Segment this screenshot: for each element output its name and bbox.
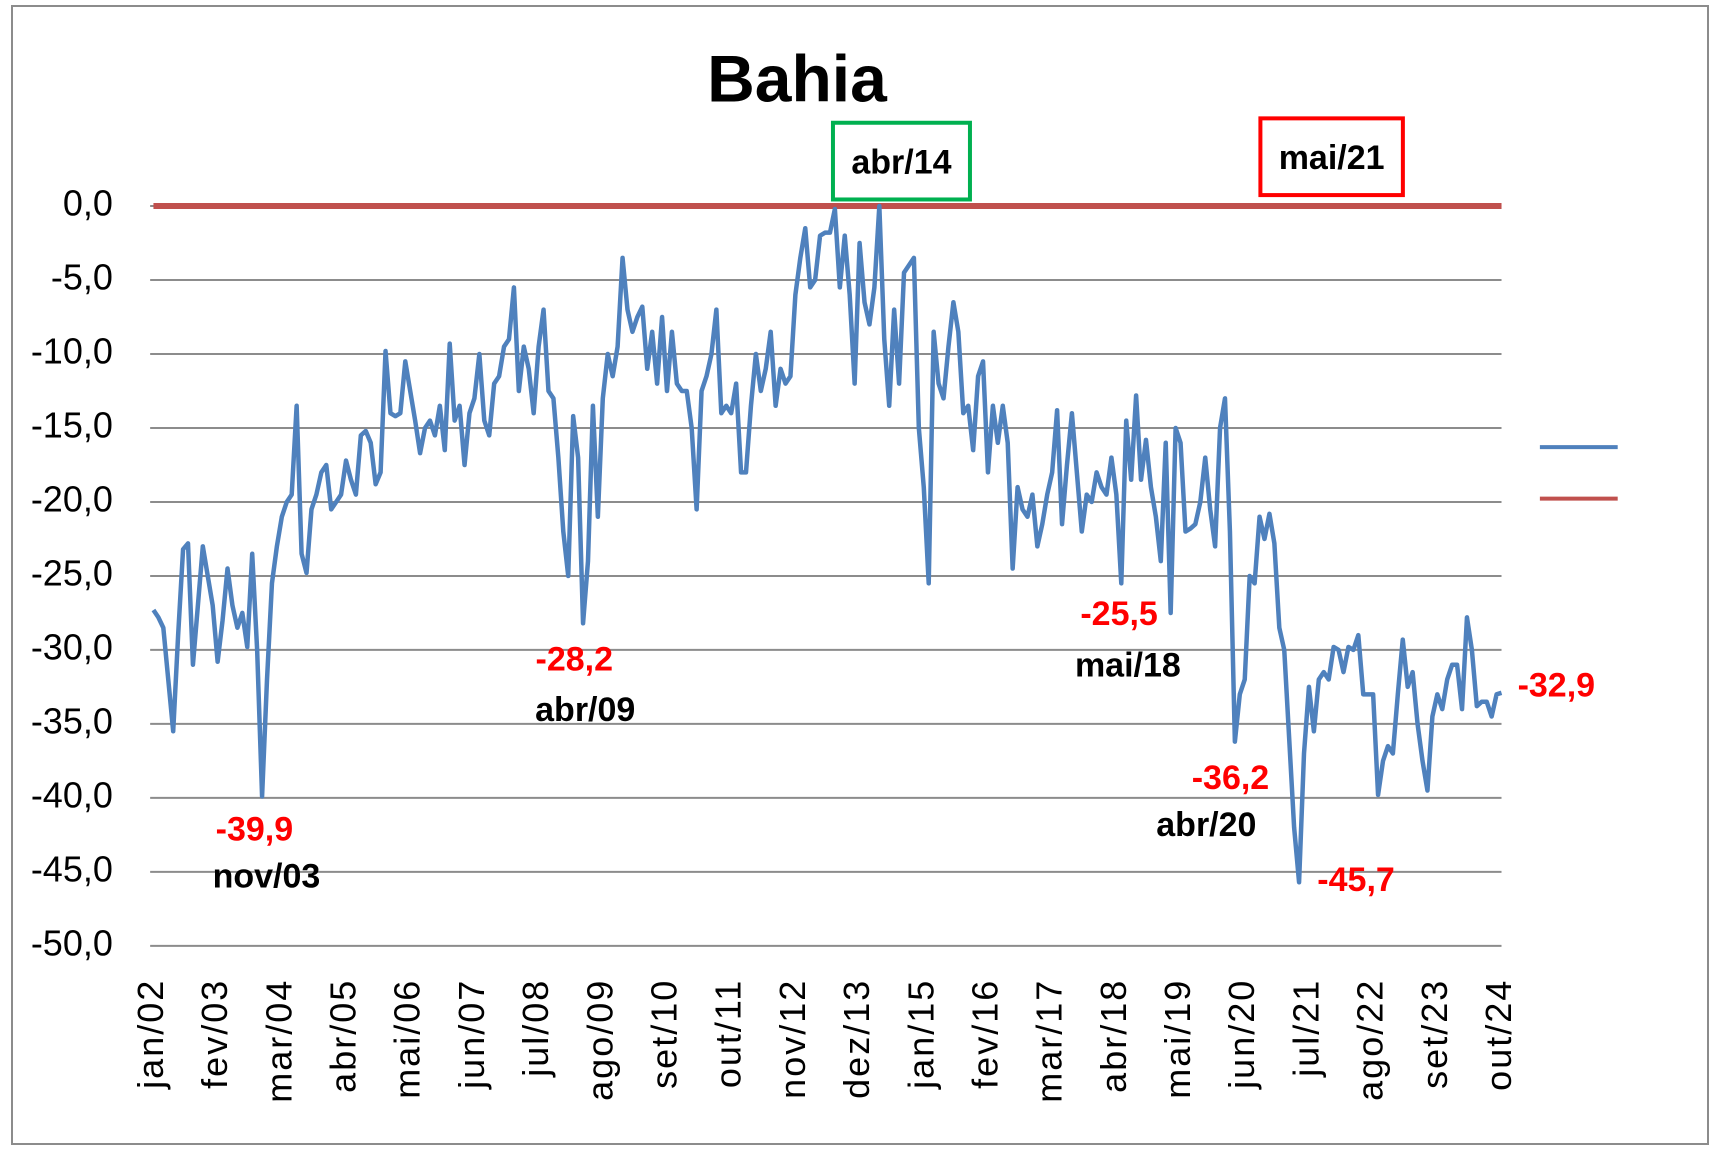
- x-tick-label: fev/16: [964, 979, 1005, 1089]
- y-tick-label: -35,0: [31, 700, 113, 741]
- value-label: -36,2: [1192, 759, 1270, 797]
- y-tick-label: -50,0: [31, 922, 113, 963]
- data-line: [151, 203, 1503, 885]
- x-tick-label: fev/03: [194, 979, 235, 1089]
- y-tick-label: -5,0: [51, 257, 113, 298]
- x-tick-label: mai/19: [1157, 979, 1198, 1099]
- date-label: abr/20: [1156, 806, 1256, 844]
- date-label: abr/09: [535, 691, 635, 729]
- x-tick-label: dez/13: [836, 979, 877, 1099]
- x-tick-label: mar/17: [1029, 979, 1070, 1103]
- x-tick-label: jun/07: [451, 979, 492, 1090]
- date-label: mai/18: [1075, 647, 1181, 685]
- x-tick-label: mar/04: [258, 979, 299, 1103]
- x-tick-label: set/10: [644, 979, 685, 1089]
- x-tick-label: jul/21: [1285, 979, 1326, 1078]
- highlight-box: [1258, 116, 1405, 198]
- y-tick-label: -20,0: [31, 478, 113, 519]
- y-tick-label: -10,0: [31, 331, 113, 372]
- x-tick-label: set/23: [1414, 979, 1455, 1089]
- x-tick-label: abr/05: [323, 979, 364, 1093]
- x-tick-label: jun/20: [1221, 979, 1262, 1090]
- y-tick-label: -25,0: [31, 552, 113, 593]
- x-tick-label: jan/15: [900, 979, 941, 1090]
- date-label: nov/03: [213, 858, 321, 896]
- highlight-box-text: mai/21: [1279, 139, 1385, 177]
- value-label: -45,7: [1317, 861, 1395, 899]
- x-tick-label: abr/18: [1093, 979, 1134, 1093]
- value-label: -28,2: [536, 641, 614, 679]
- highlight-box: [830, 120, 972, 202]
- y-tick-label: -30,0: [31, 626, 113, 667]
- value-label: -25,5: [1080, 595, 1158, 633]
- x-tick-label: ago/09: [579, 979, 620, 1101]
- x-tick-label: nov/12: [772, 979, 813, 1099]
- value-label: -32,9: [1518, 666, 1596, 704]
- x-tick-label: ago/22: [1350, 979, 1391, 1101]
- x-tick-label: out/24: [1478, 979, 1519, 1091]
- x-tick-label: mai/06: [387, 979, 428, 1099]
- highlight-box-text: abr/14: [851, 143, 951, 181]
- y-tick-label: -40,0: [31, 774, 113, 815]
- y-tick-label: -15,0: [31, 405, 113, 446]
- x-tick-label: jan/02: [130, 979, 171, 1090]
- x-tick-label: out/11: [708, 979, 749, 1088]
- y-tick-label: 0,0: [63, 183, 113, 224]
- chart-title: Bahia: [707, 41, 888, 115]
- value-label: -39,9: [216, 810, 294, 848]
- y-tick-label: -45,0: [31, 848, 113, 889]
- x-tick-label: jul/08: [515, 979, 556, 1078]
